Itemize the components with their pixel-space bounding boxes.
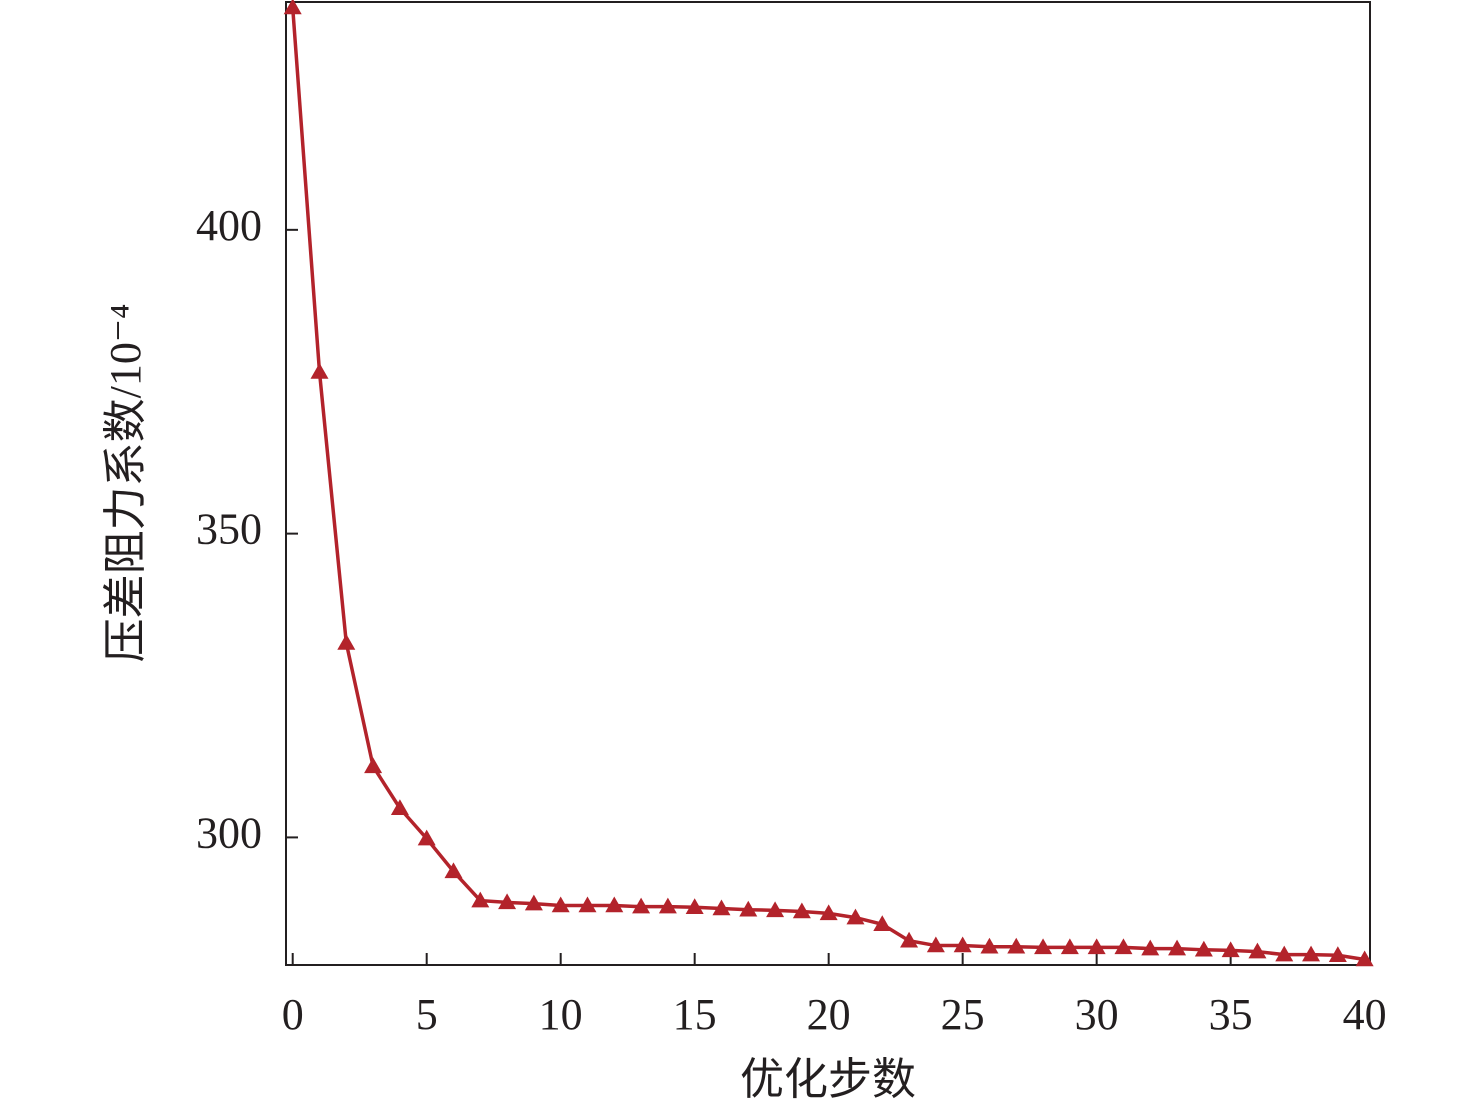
x-axis-label: 优化步数: [740, 1055, 916, 1104]
x-tick-label: 0: [282, 990, 304, 1039]
data-marker: [1355, 950, 1374, 967]
data-marker: [658, 897, 677, 914]
data-marker: [1060, 938, 1079, 955]
data-marker: [980, 937, 999, 954]
data-marker: [792, 902, 811, 919]
data-marker: [712, 899, 731, 916]
x-tick-label: 20: [807, 990, 851, 1039]
data-marker: [1034, 938, 1053, 955]
y-tick-label: 400: [196, 201, 262, 250]
data-marker: [1141, 939, 1160, 956]
x-tick-label: 15: [673, 990, 717, 1039]
x-tick-label: 30: [1075, 990, 1119, 1039]
data-marker: [632, 897, 651, 914]
data-marker: [551, 896, 570, 913]
y-tick-label: 300: [196, 809, 262, 858]
x-tick-label: 40: [1343, 990, 1387, 1039]
y-tick-label: 350: [196, 505, 262, 554]
data-marker: [1248, 942, 1267, 959]
data-marker: [1221, 941, 1240, 958]
data-marker: [471, 891, 490, 908]
data-marker: [819, 904, 838, 921]
data-marker: [685, 898, 704, 915]
data-marker: [873, 915, 892, 932]
data-marker: [337, 633, 356, 650]
data-marker: [283, 0, 302, 15]
data-marker: [524, 894, 543, 911]
data-marker: [498, 893, 517, 910]
data-marker: [739, 900, 758, 917]
data-marker: [1087, 938, 1106, 955]
x-tick-label: 10: [539, 990, 583, 1039]
y-axis-label: 压差阻力系数/10⁻⁴: [101, 304, 150, 663]
x-tick-label: 35: [1209, 990, 1253, 1039]
data-marker: [605, 896, 624, 913]
data-marker: [926, 936, 945, 953]
data-marker: [444, 862, 463, 879]
data-marker: [1194, 940, 1213, 957]
data-marker: [390, 799, 409, 815]
data-marker: [1114, 938, 1133, 955]
data-marker: [953, 936, 972, 953]
data-marker: [1275, 945, 1294, 962]
data-marker: [310, 363, 329, 379]
data-marker: [1168, 939, 1187, 956]
plot-frame: [285, 1, 1371, 966]
data-marker: [578, 896, 597, 913]
data-marker: [364, 757, 383, 774]
x-tick-label: 25: [941, 990, 985, 1039]
data-line: [290, 7, 1365, 962]
data-marker: [1302, 945, 1321, 962]
data-marker: [1328, 946, 1347, 963]
data-marker: [417, 829, 436, 846]
x-tick-label: 5: [416, 990, 438, 1039]
data-marker: [766, 901, 785, 918]
data-marker: [1007, 937, 1026, 954]
data-marker: [900, 931, 919, 948]
data-marker: [846, 908, 865, 925]
